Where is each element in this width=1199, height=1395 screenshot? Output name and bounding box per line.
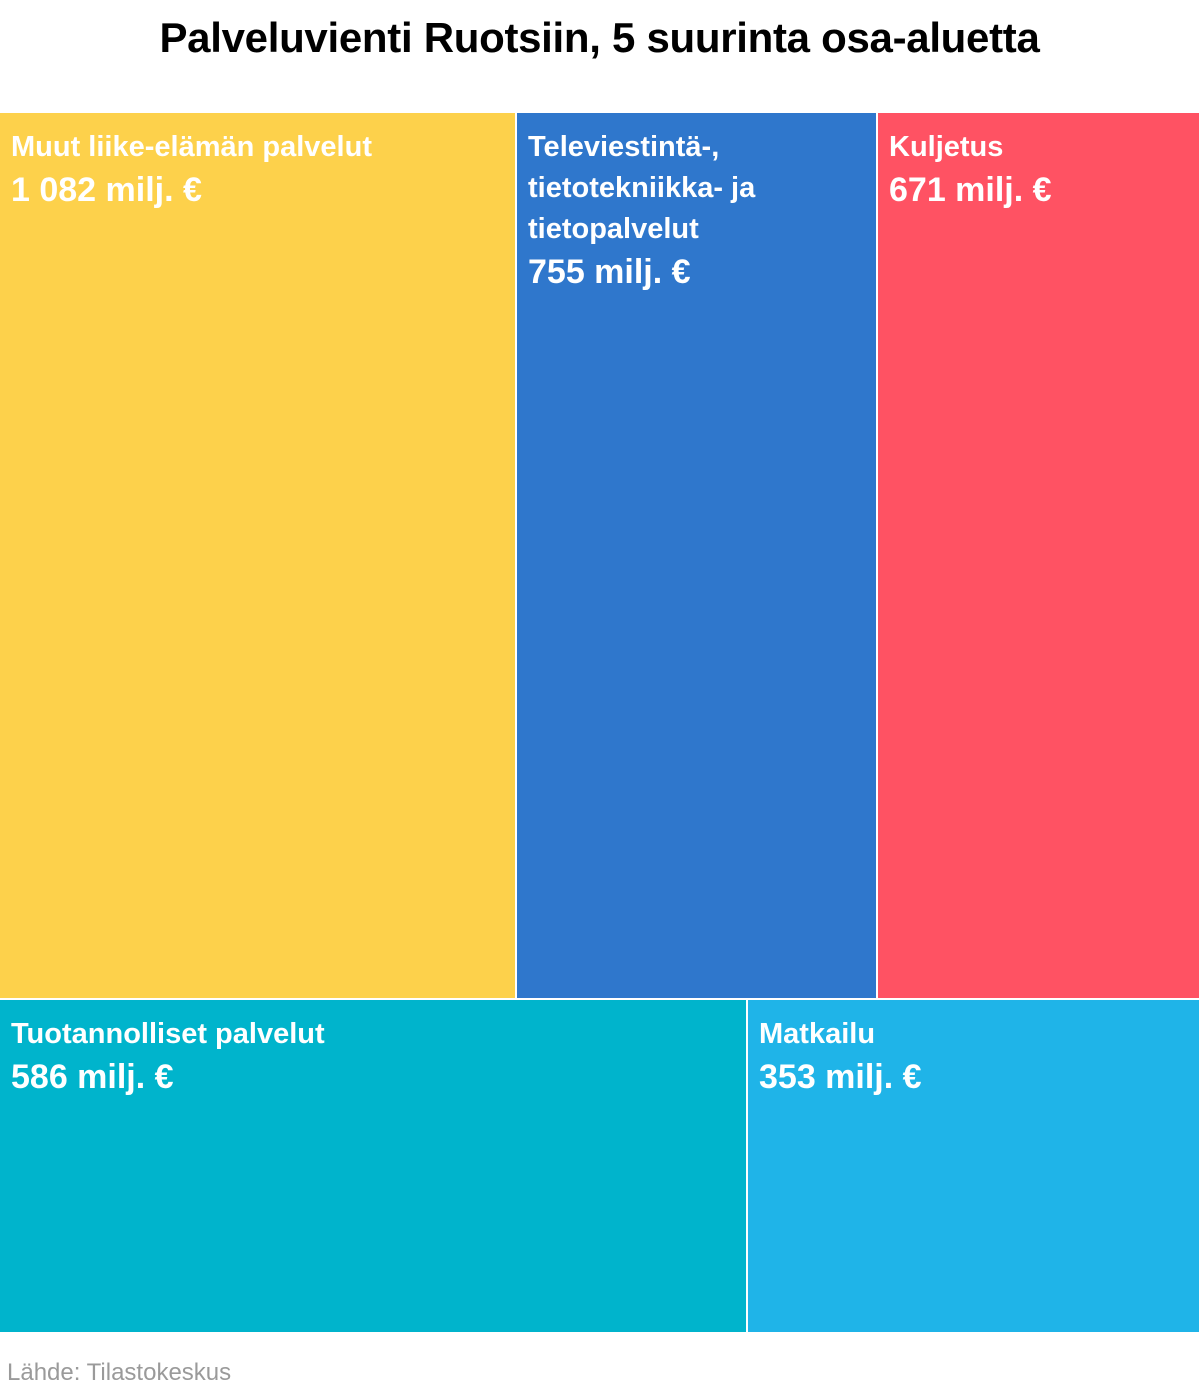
tile-label: Matkailu 353 milj. € (759, 1014, 1189, 1099)
tile-name: Muut liike-elämän palvelut (11, 131, 372, 163)
tile-name: Tuotannolliset palvelut (11, 1018, 325, 1050)
tile-value: 586 milj. € (11, 1058, 174, 1096)
treemap-tile: Matkailu 353 milj. € (748, 1000, 1199, 1332)
tile-label: Tuotannolliset palvelut 586 milj. € (11, 1014, 736, 1099)
treemap-tile: Televiestintä-, tietotekniikka- ja tieto… (517, 113, 876, 998)
tile-name: Televiestintä-, tietotekniikka- ja tieto… (528, 131, 756, 245)
tile-label: Kuljetus 671 milj. € (889, 127, 1189, 212)
tile-label: Muut liike-elämän palvelut 1 082 milj. € (11, 127, 505, 212)
treemap-tile: Tuotannolliset palvelut 586 milj. € (0, 1000, 746, 1332)
treemap-chart: Muut liike-elämän palvelut 1 082 milj. € T… (0, 113, 1199, 1332)
tile-value: 353 milj. € (759, 1058, 922, 1096)
tile-value: 1 082 milj. € (11, 171, 202, 209)
tile-name: Matkailu (759, 1018, 876, 1050)
tile-value: 755 milj. € (528, 253, 691, 291)
tile-label: Televiestintä-, tietotekniikka- ja tieto… (528, 127, 866, 294)
chart-title: Palveluvienti Ruotsiin, 5 suurinta osa-a… (159, 14, 1040, 61)
treemap-tile: Kuljetus 671 milj. € (878, 113, 1199, 998)
source-note: Lähde: Tilastokeskus (7, 1359, 232, 1386)
tile-value: 671 milj. € (889, 171, 1052, 209)
treemap-tile: Muut liike-elämän palvelut 1 082 milj. € (0, 113, 515, 998)
tile-name: Kuljetus (889, 131, 1004, 163)
